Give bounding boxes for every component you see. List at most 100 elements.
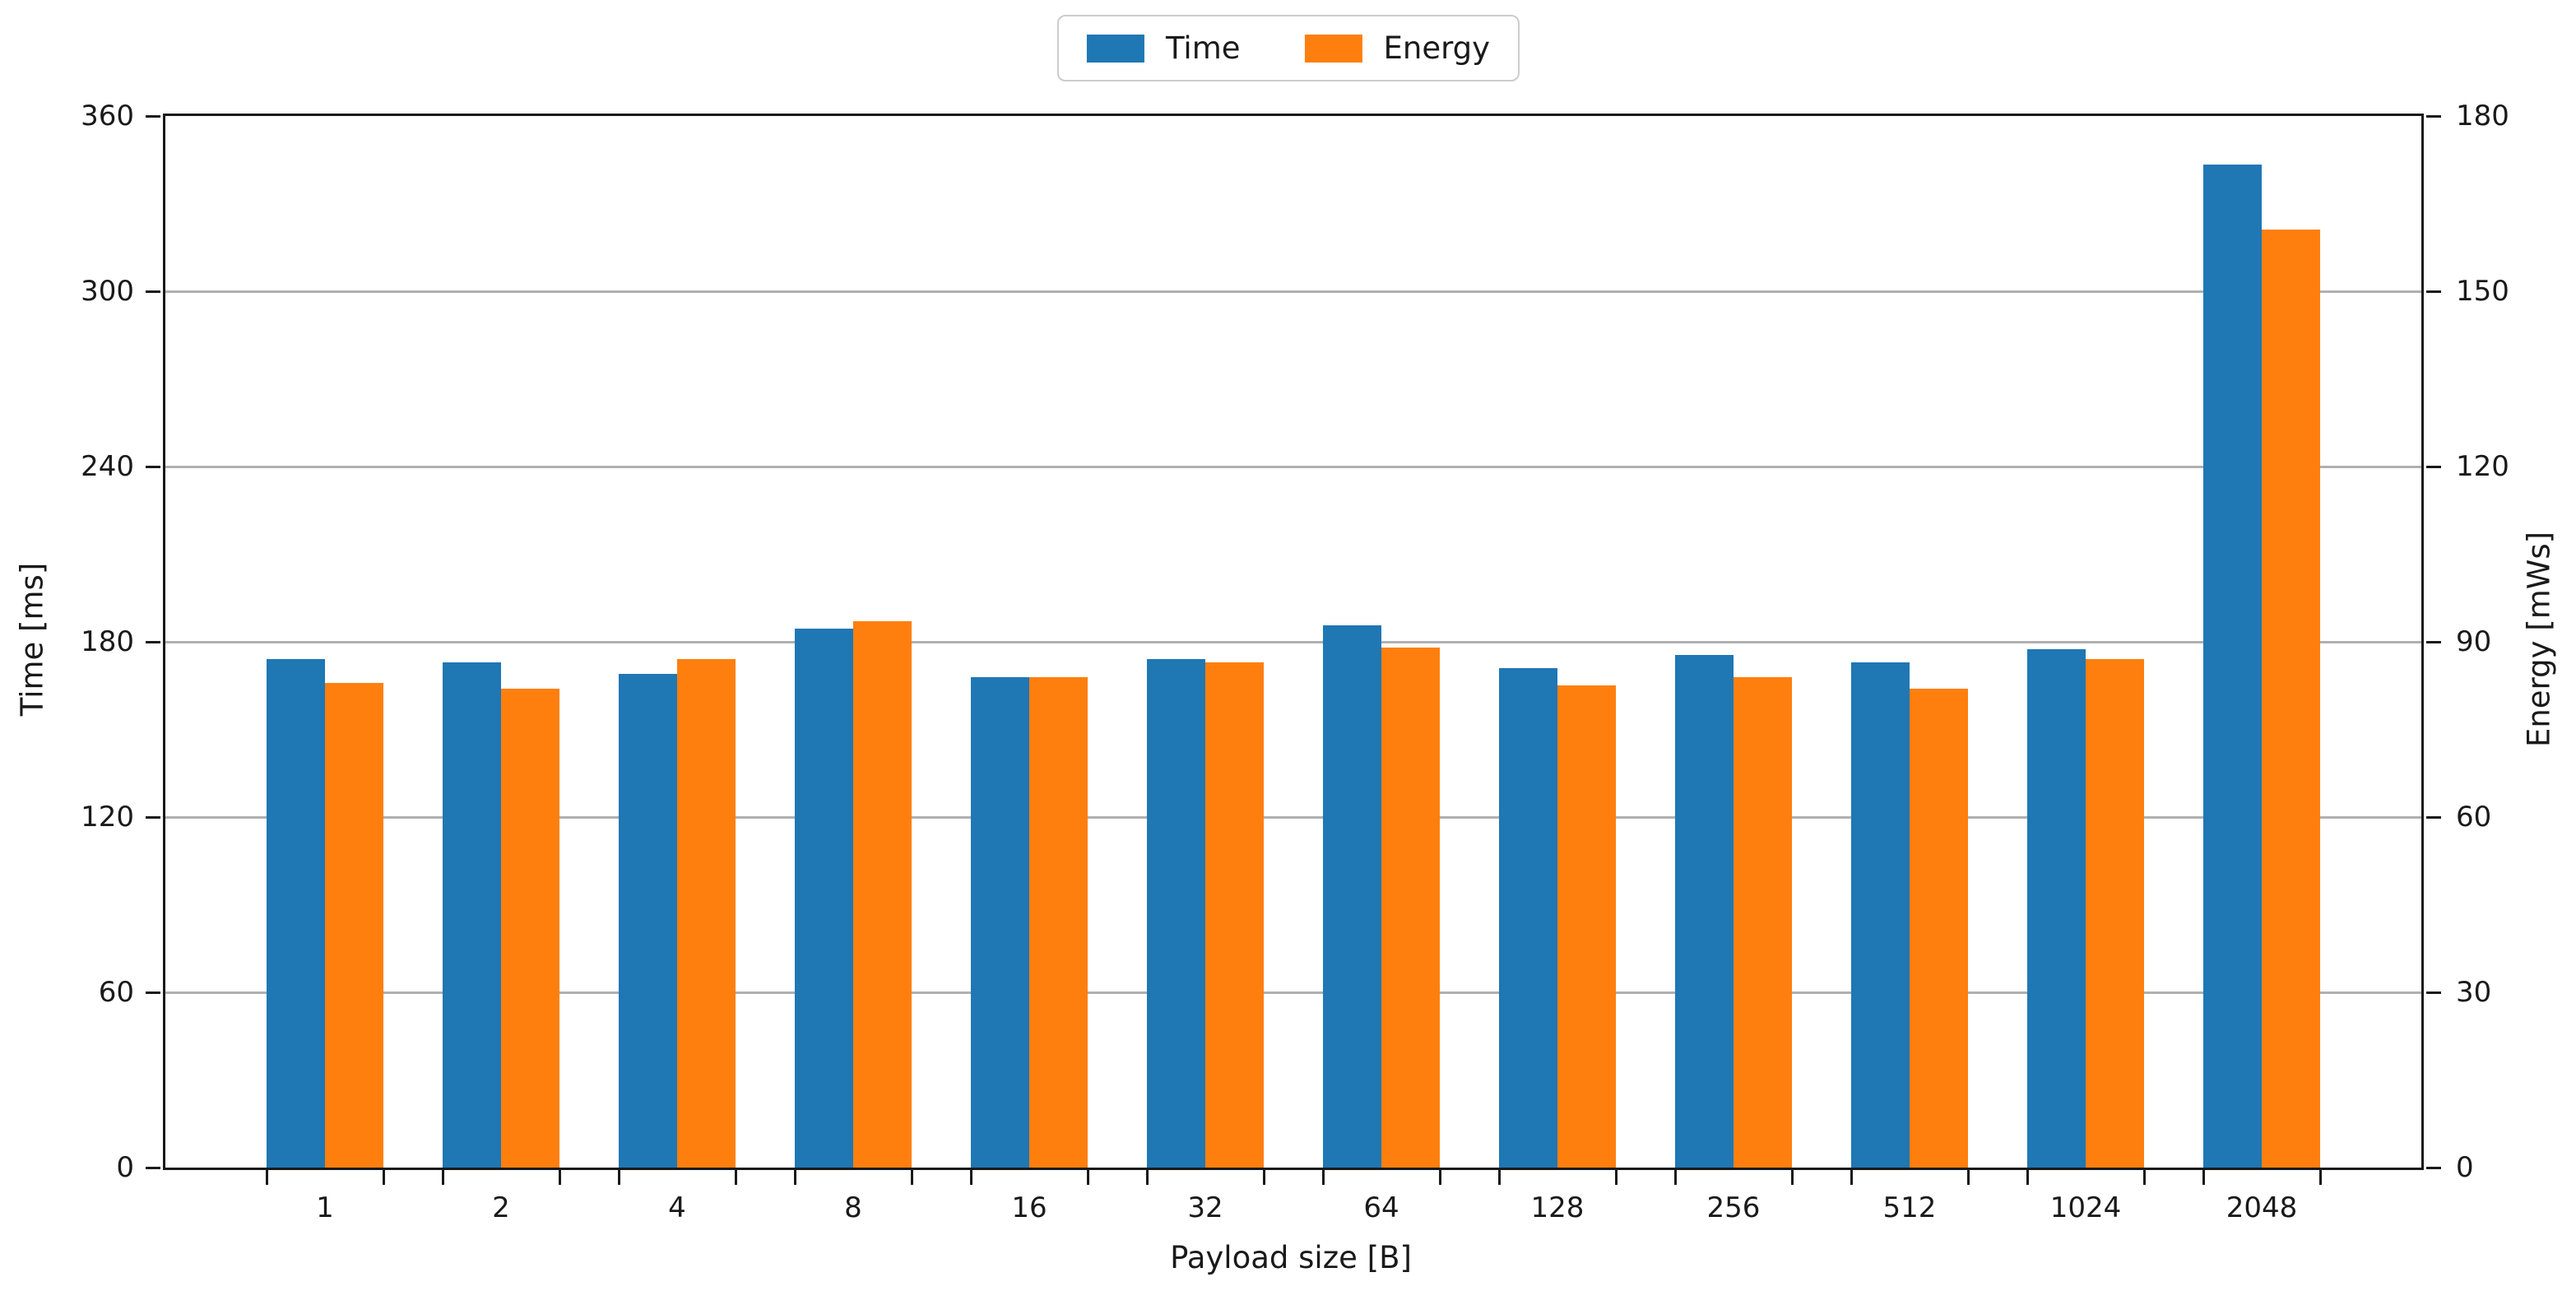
bar-time-2 bbox=[443, 662, 501, 1168]
bar-energy-2 bbox=[501, 688, 559, 1168]
y-tick-label-right-180: 180 bbox=[2456, 100, 2509, 132]
x-tick-label-2048: 2048 bbox=[2226, 1191, 2298, 1224]
bar-energy-2048 bbox=[2262, 230, 2320, 1168]
bar-time-256 bbox=[1675, 654, 1734, 1168]
legend-swatch-energy bbox=[1304, 34, 1362, 63]
x-tick-1-left bbox=[265, 1170, 268, 1185]
legend-swatch-time bbox=[1086, 34, 1144, 63]
x-tick-16-left bbox=[969, 1170, 972, 1185]
y-tick-label-right-150: 150 bbox=[2456, 275, 2509, 308]
x-tick-8-left bbox=[793, 1170, 796, 1185]
y-tick-left-240 bbox=[146, 465, 160, 468]
bar-energy-64 bbox=[1381, 648, 1440, 1168]
gridline-300 bbox=[165, 290, 2421, 293]
x-tick-2048-right bbox=[2318, 1170, 2322, 1185]
x-tick-label-1: 1 bbox=[316, 1191, 334, 1224]
x-tick-label-1024: 1024 bbox=[2049, 1191, 2122, 1224]
legend-label-energy: Energy bbox=[1383, 30, 1491, 66]
x-tick-256-left bbox=[1673, 1170, 1677, 1185]
bar-time-32 bbox=[1147, 659, 1205, 1168]
x-tick-label-2: 2 bbox=[492, 1191, 510, 1224]
legend-item-energy: Energy bbox=[1304, 30, 1491, 66]
x-tick-64-right bbox=[1438, 1170, 1441, 1185]
x-tick-128-left bbox=[1497, 1170, 1501, 1185]
y-tick-label-left-300: 300 bbox=[81, 275, 134, 308]
bar-energy-4 bbox=[677, 659, 736, 1168]
y-tick-right-150 bbox=[2426, 290, 2441, 293]
x-tick-32-left bbox=[1145, 1170, 1149, 1185]
gridline-240 bbox=[165, 465, 2421, 468]
y-tick-right-120 bbox=[2426, 465, 2441, 468]
x-tick-16-right bbox=[1086, 1170, 1089, 1185]
x-tick-512-right bbox=[1966, 1170, 1970, 1185]
y-tick-left-180 bbox=[146, 640, 160, 643]
y-tick-right-90 bbox=[2426, 640, 2441, 643]
x-tick-256-right bbox=[1790, 1170, 1794, 1185]
x-tick-128-right bbox=[1614, 1170, 1618, 1185]
x-tick-1024-right bbox=[2142, 1170, 2146, 1185]
bar-energy-1 bbox=[325, 682, 383, 1168]
y-tick-right-180 bbox=[2426, 114, 2441, 118]
x-tick-label-512: 512 bbox=[1882, 1191, 1937, 1224]
x-tick-label-4: 4 bbox=[668, 1191, 686, 1224]
y-tick-label-left-240: 240 bbox=[81, 450, 134, 483]
y-tick-label-right-30: 30 bbox=[2456, 976, 2492, 1009]
y-tick-label-right-90: 90 bbox=[2456, 625, 2492, 658]
x-tick-64-left bbox=[1321, 1170, 1325, 1185]
x-tick-1024-left bbox=[2026, 1170, 2029, 1185]
y-tick-left-360 bbox=[146, 114, 160, 118]
x-tick-8-right bbox=[910, 1170, 913, 1185]
y-axis-label-left: Time [ms] bbox=[14, 562, 50, 717]
y-tick-right-0 bbox=[2426, 1166, 2441, 1169]
bar-energy-16 bbox=[1029, 676, 1088, 1168]
y-tick-right-60 bbox=[2426, 815, 2441, 819]
x-axis-label: Payload size [B] bbox=[1170, 1240, 1412, 1275]
y-tick-left-300 bbox=[146, 290, 160, 293]
x-tick-label-32: 32 bbox=[1187, 1191, 1223, 1224]
x-tick-2-left bbox=[441, 1170, 444, 1185]
x-tick-2048-left bbox=[2202, 1170, 2205, 1185]
y-tick-label-left-120: 120 bbox=[81, 801, 134, 834]
gridline-120 bbox=[165, 815, 2421, 819]
y-tick-label-right-0: 0 bbox=[2456, 1151, 2474, 1184]
y-tick-right-30 bbox=[2426, 991, 2441, 994]
bar-time-128 bbox=[1499, 667, 1557, 1168]
y-tick-label-left-360: 360 bbox=[81, 100, 134, 132]
bar-energy-1024 bbox=[2086, 659, 2144, 1168]
gridline-60 bbox=[165, 991, 2421, 994]
y-tick-label-left-60: 60 bbox=[98, 976, 134, 1009]
bar-energy-8 bbox=[853, 621, 912, 1168]
y-tick-label-right-60: 60 bbox=[2456, 801, 2492, 834]
y-tick-left-120 bbox=[146, 815, 160, 819]
bar-time-8 bbox=[795, 629, 853, 1168]
x-tick-4-right bbox=[734, 1170, 737, 1185]
bar-energy-512 bbox=[1910, 688, 1968, 1168]
bar-energy-256 bbox=[1734, 676, 1792, 1168]
legend-item-time: Time bbox=[1086, 30, 1241, 66]
x-tick-label-128: 128 bbox=[1530, 1191, 1585, 1224]
y-tick-left-60 bbox=[146, 991, 160, 994]
legend: Time Energy bbox=[1056, 15, 1520, 81]
y-tick-label-left-0: 0 bbox=[116, 1151, 134, 1184]
x-tick-32-right bbox=[1262, 1170, 1265, 1185]
y-tick-label-left-180: 180 bbox=[81, 625, 134, 658]
x-tick-label-64: 64 bbox=[1363, 1191, 1399, 1224]
bar-time-1024 bbox=[2027, 648, 2086, 1168]
legend-label-time: Time bbox=[1165, 30, 1241, 66]
gridline-180 bbox=[165, 640, 2421, 643]
x-tick-4-left bbox=[617, 1170, 620, 1185]
y-tick-left-0 bbox=[146, 1166, 160, 1169]
bar-time-1 bbox=[267, 659, 325, 1168]
bar-time-512 bbox=[1851, 662, 1910, 1168]
x-tick-512-left bbox=[1850, 1170, 1853, 1185]
y-tick-label-right-120: 120 bbox=[2456, 450, 2509, 483]
bar-time-4 bbox=[619, 674, 677, 1168]
bar-energy-32 bbox=[1205, 662, 1264, 1168]
plot-area: 0 60 120 180 240 300 360 0 30 60 90 120 150 180 1 2 4 8 16… bbox=[81, 102, 2509, 1222]
x-tick-label-8: 8 bbox=[844, 1191, 862, 1224]
x-tick-1-right bbox=[382, 1170, 385, 1185]
x-tick-label-256: 256 bbox=[1706, 1191, 1761, 1224]
bar-time-64 bbox=[1323, 625, 1381, 1168]
x-tick-label-16: 16 bbox=[1011, 1191, 1047, 1224]
